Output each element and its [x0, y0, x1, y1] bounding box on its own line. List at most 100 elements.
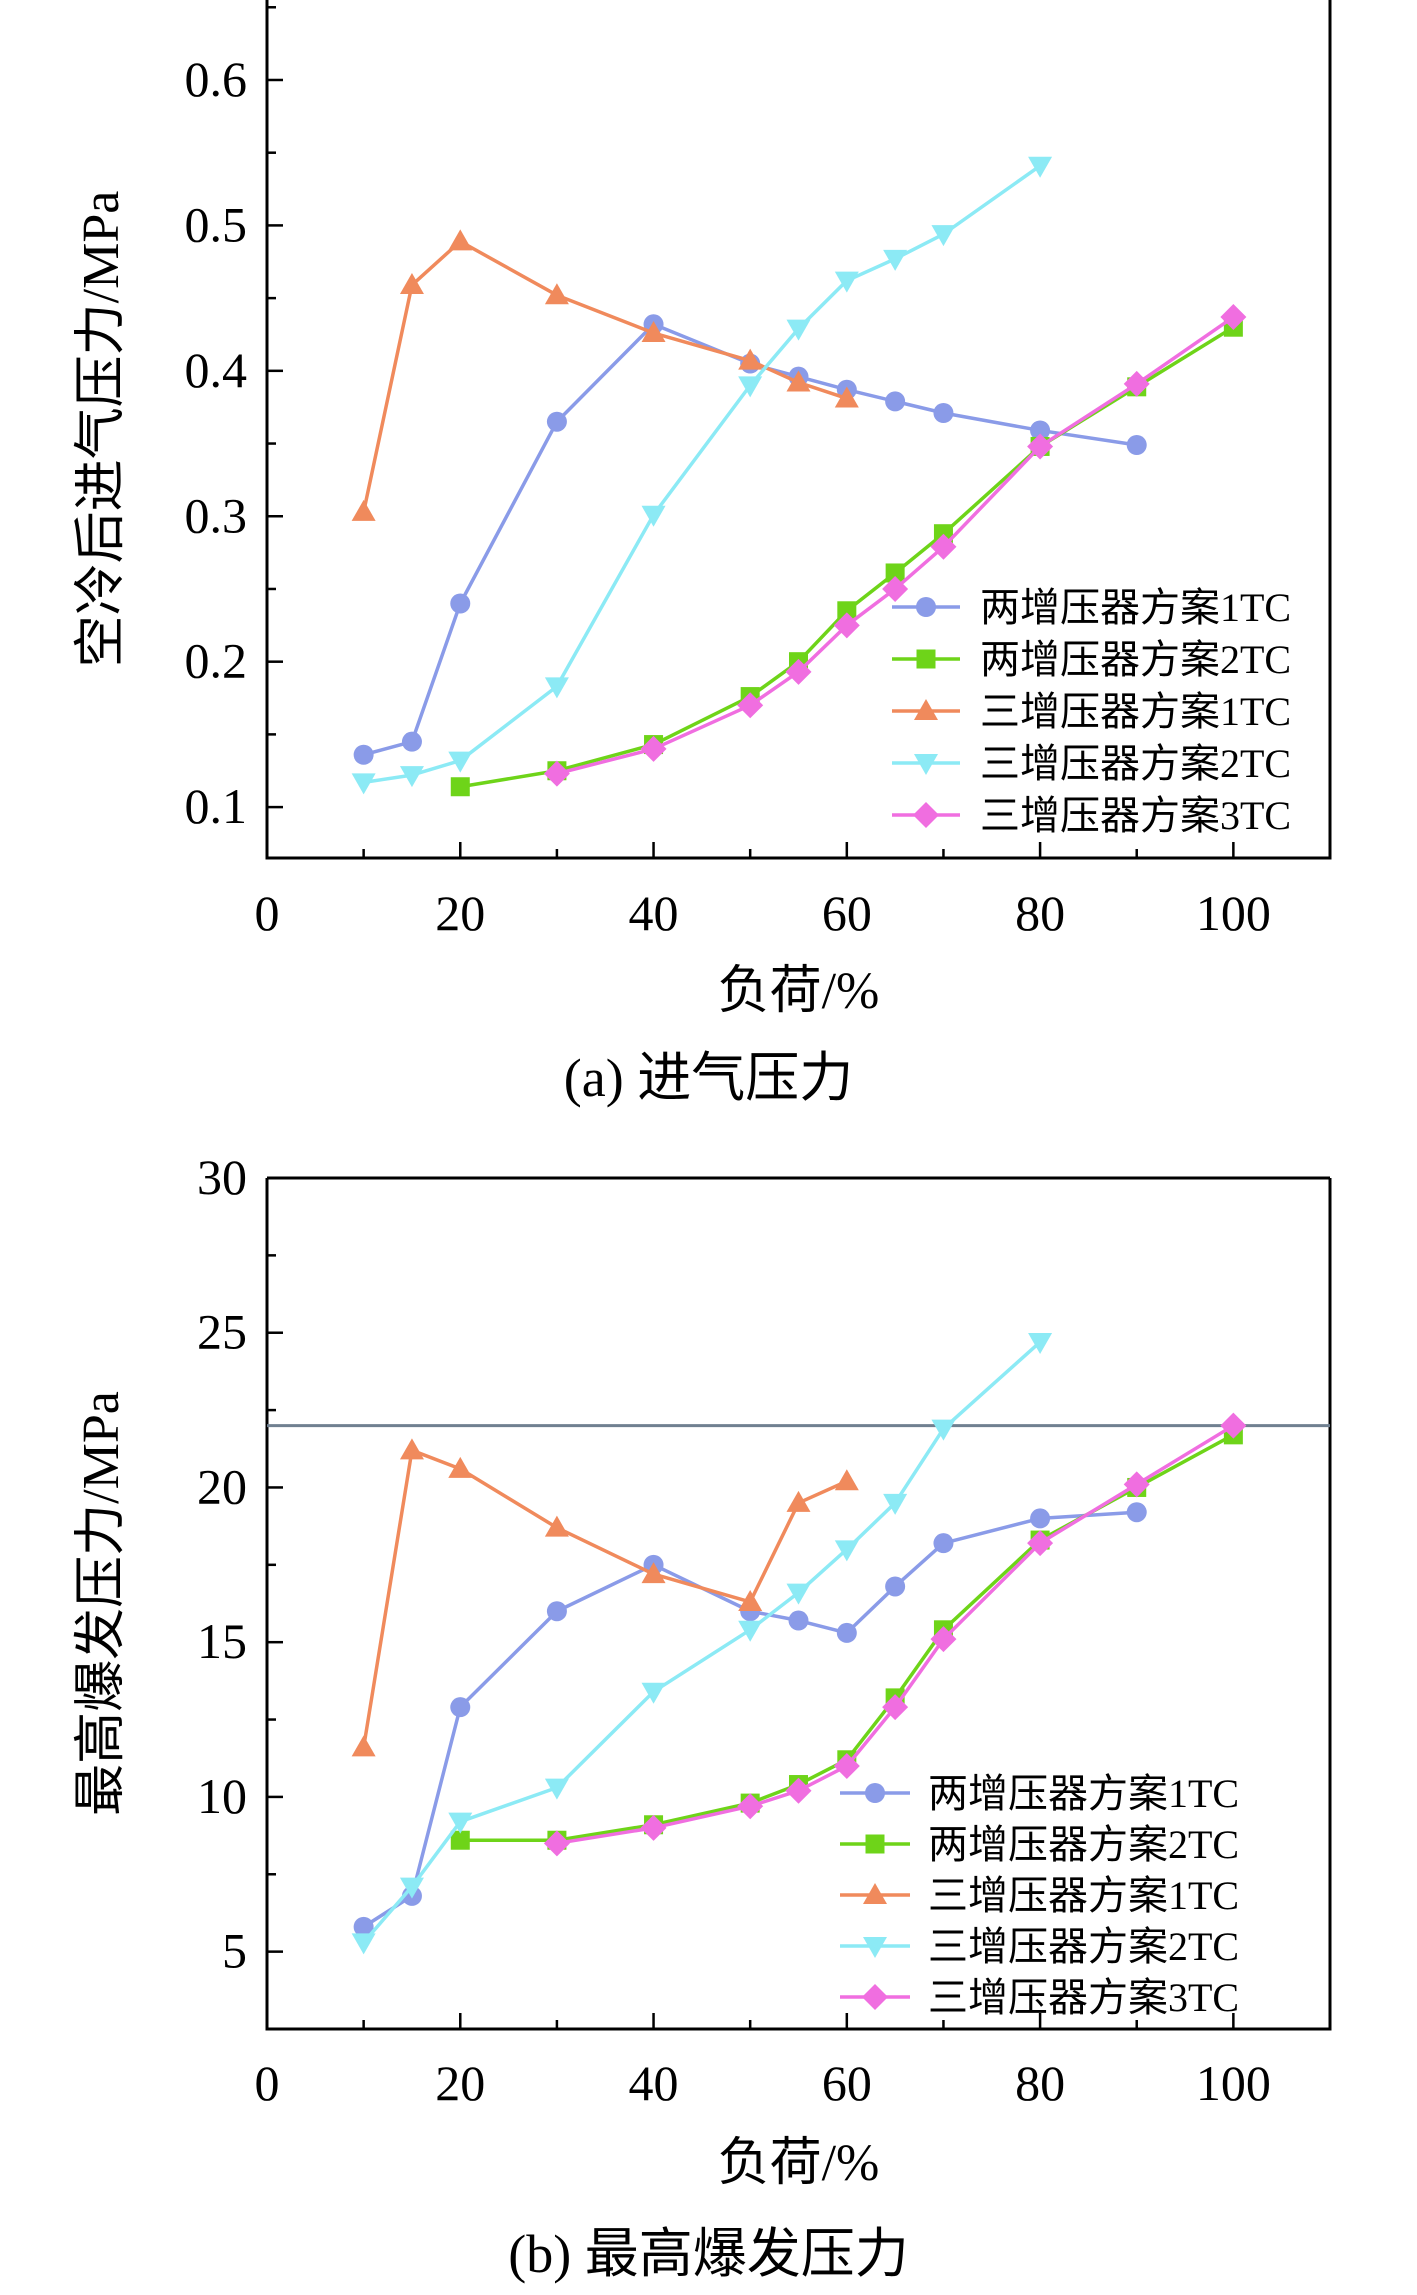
data-point — [546, 411, 567, 432]
data-point — [883, 1493, 908, 1515]
data-point — [543, 760, 570, 787]
figure-caption: (a) 进气压力 — [564, 1048, 853, 1108]
data-point — [836, 1622, 857, 1643]
data-point — [834, 1540, 859, 1562]
y-tick-label: 30 — [197, 1149, 247, 1205]
y-tick-label: 15 — [197, 1613, 247, 1669]
chart-panel-2: 5 10 15 20 25 30 0 20 40 60 80 100 负荷/% 最高爆发压力/MPa (b)… — [73, 1149, 1332, 2284]
data-point — [641, 1562, 666, 1584]
x-tick-label: 40 — [629, 885, 679, 941]
legend-item: 两增压器方案1TC — [892, 585, 1291, 630]
series-4 — [351, 1333, 1053, 1955]
legend-marker — [914, 699, 938, 720]
x-tick-label: 40 — [629, 2055, 679, 2111]
data-point — [837, 601, 857, 621]
x-axis-title: 负荷/% — [718, 2135, 880, 2192]
y-tick-label: 0.5 — [185, 196, 248, 252]
series-line — [556, 315, 1235, 776]
data-point — [640, 1814, 667, 1841]
data-point — [933, 403, 954, 424]
series-line — [556, 1424, 1235, 1846]
data-point — [738, 376, 763, 398]
y-tick-label: 5 — [222, 1923, 247, 1979]
legend-item: 三增压器方案1TC — [892, 689, 1291, 734]
data-point — [882, 1694, 909, 1721]
x-tick-label: 20 — [435, 885, 485, 941]
series-line — [361, 1448, 848, 1748]
data-point — [1126, 1502, 1147, 1523]
data-point — [399, 273, 424, 295]
y-axis-title: 空冷后进气压力/MPa — [73, 191, 130, 668]
data-point — [1027, 433, 1054, 460]
data-point — [544, 1515, 569, 1537]
data-point — [353, 1916, 374, 1937]
data-point — [930, 1626, 957, 1653]
data-point — [933, 524, 953, 544]
legend-label: 三增压器方案2TC — [980, 741, 1291, 786]
legend-label: 两增压器方案2TC — [980, 637, 1291, 682]
legend-marker — [916, 649, 936, 669]
legend-label: 两增压器方案1TC — [980, 585, 1291, 630]
data-point — [448, 229, 473, 251]
legend-label: 三增压器方案3TC — [928, 1975, 1239, 2020]
axes-frame — [265, 0, 1332, 860]
legend-label: 三增压器方案3TC — [980, 793, 1291, 838]
data-point — [351, 773, 376, 795]
series-4 — [351, 156, 1053, 795]
data-point — [737, 1793, 764, 1820]
series-1 — [353, 1502, 1147, 1937]
data-point — [1123, 370, 1150, 397]
series-3 — [351, 229, 859, 521]
x-axis-title: 负荷/% — [718, 963, 880, 1020]
legend-item: 三增压器方案2TC — [840, 1924, 1239, 1969]
data-point — [786, 319, 811, 341]
data-point — [786, 1583, 811, 1605]
data-point — [931, 225, 956, 247]
legend-marker — [865, 1783, 885, 1803]
data-point — [543, 1830, 570, 1857]
data-point — [401, 731, 422, 752]
data-point — [786, 370, 811, 392]
data-point — [834, 1469, 859, 1491]
x-tick-label: 0 — [255, 2055, 280, 2111]
y-tick-label: 25 — [197, 1304, 247, 1360]
data-point — [785, 658, 812, 685]
axes-frame — [265, 1178, 1332, 2031]
data-point — [450, 593, 471, 614]
data-point — [834, 386, 859, 408]
legend-label: 三增压器方案1TC — [980, 689, 1291, 734]
x-tick-label: 20 — [435, 2055, 485, 2111]
x-tick-label: 60 — [822, 2055, 872, 2111]
legend-item: 两增压器方案1TC — [840, 1771, 1239, 1816]
data-point — [399, 766, 424, 788]
data-point — [351, 1735, 376, 1757]
data-point — [885, 391, 906, 412]
data-point — [450, 777, 470, 797]
data-point — [885, 563, 905, 583]
data-point — [882, 575, 909, 602]
data-point — [833, 612, 860, 639]
legend-marker — [916, 597, 936, 617]
data-point — [738, 1589, 763, 1611]
legend: 两增压器方案1TC 两增压器方案2TC 三增压器方案1TC 三增压器方案2TC 三增压器… — [840, 1771, 1239, 2020]
y-tick-label: 0.2 — [185, 633, 248, 689]
legend-item: 两增压器方案2TC — [892, 637, 1291, 682]
data-point — [786, 1490, 811, 1512]
data-point — [1028, 156, 1053, 178]
y-tick-label: 0.4 — [185, 342, 248, 398]
legend-label: 两增压器方案2TC — [928, 1822, 1239, 1867]
data-point — [885, 1576, 906, 1597]
legend-item: 三增压器方案3TC — [892, 793, 1291, 838]
series-line — [363, 164, 1042, 785]
series-line — [362, 1510, 1137, 1929]
series-3 — [351, 1438, 859, 1757]
data-point — [834, 271, 859, 293]
legend-label: 三增压器方案1TC — [928, 1873, 1239, 1918]
series-5 — [543, 304, 1247, 787]
data-point — [544, 677, 569, 699]
legend: 两增压器方案1TC 两增压器方案2TC 三增压器方案1TC 三增压器方案2TC 三增压器… — [892, 585, 1291, 838]
data-point — [641, 321, 666, 343]
y-tick-label: 0.1 — [185, 778, 248, 834]
data-point — [1126, 434, 1147, 455]
y-tick-label: 0.6 — [185, 51, 248, 107]
